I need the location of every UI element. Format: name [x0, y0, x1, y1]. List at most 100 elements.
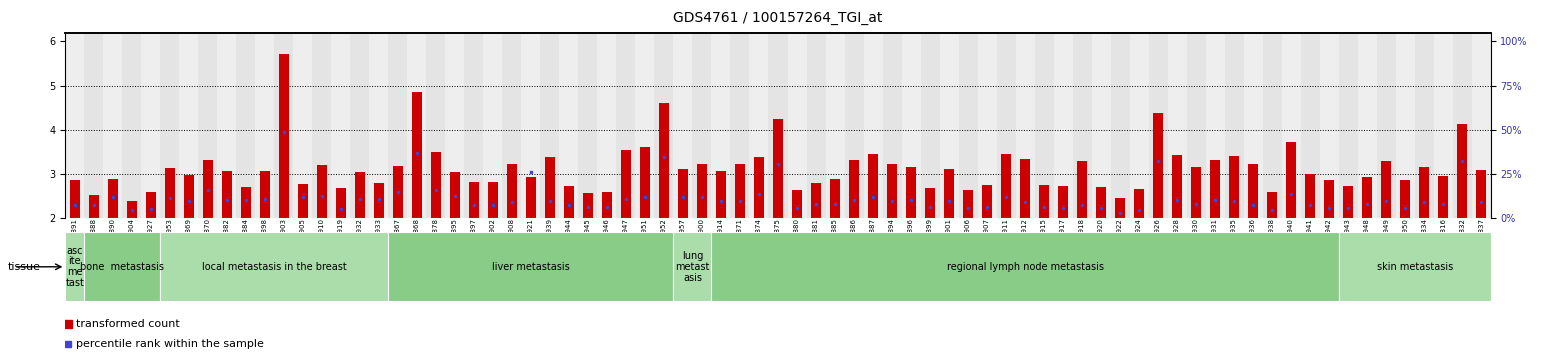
Bar — [160, 232, 389, 301]
Bar — [1243, 33, 1262, 218]
Bar — [982, 185, 991, 218]
Bar — [350, 33, 369, 218]
Bar — [146, 192, 156, 218]
Text: GSM1124938: GSM1124938 — [1270, 218, 1274, 265]
Text: GSM1124904: GSM1124904 — [129, 218, 135, 265]
Text: GSM1124837: GSM1124837 — [1478, 218, 1484, 265]
Text: GSM1124910: GSM1124910 — [319, 218, 325, 265]
Text: GSM1124878: GSM1124878 — [433, 218, 439, 265]
Bar — [621, 150, 630, 218]
Bar — [389, 33, 408, 218]
Bar — [355, 172, 364, 218]
Bar — [450, 172, 459, 218]
Bar — [507, 164, 517, 218]
Text: GSM1124951: GSM1124951 — [643, 218, 647, 265]
Text: GSM1124924: GSM1124924 — [1136, 218, 1142, 265]
Bar — [1396, 33, 1414, 218]
Bar — [811, 183, 820, 218]
Bar — [369, 33, 389, 218]
Bar — [408, 33, 426, 218]
Bar — [1021, 159, 1030, 218]
Bar — [1225, 33, 1243, 218]
Bar — [294, 33, 313, 218]
Text: GSM1124941: GSM1124941 — [1307, 218, 1313, 265]
Text: GSM1124870: GSM1124870 — [205, 218, 212, 265]
Text: GSM1124942: GSM1124942 — [1326, 218, 1332, 265]
Text: tissue: tissue — [8, 262, 40, 272]
Text: GSM1124918: GSM1124918 — [1078, 218, 1085, 265]
Text: GSM1124894: GSM1124894 — [888, 218, 895, 265]
Text: GSM1124881: GSM1124881 — [812, 218, 818, 265]
Bar — [921, 33, 940, 218]
Text: liver metastasis: liver metastasis — [492, 262, 569, 272]
Bar — [1072, 33, 1092, 218]
Bar — [331, 33, 350, 218]
Text: GSM1124908: GSM1124908 — [509, 218, 515, 265]
Bar — [1167, 33, 1187, 218]
Bar — [299, 184, 308, 218]
Text: GSM1124884: GSM1124884 — [243, 218, 249, 265]
Bar — [540, 33, 560, 218]
Text: regional lymph node metastasis: regional lymph node metastasis — [946, 262, 1103, 272]
Text: GSM1124950: GSM1124950 — [1402, 218, 1408, 265]
Text: GSM1124928: GSM1124928 — [1175, 218, 1179, 265]
Bar — [787, 33, 806, 218]
Bar — [1002, 154, 1011, 218]
Bar — [373, 183, 384, 218]
Bar — [394, 166, 403, 218]
Text: GSM1124874: GSM1124874 — [756, 218, 762, 265]
Text: percentile rank within the sample: percentile rank within the sample — [76, 339, 263, 348]
Text: GSM1124887: GSM1124887 — [870, 218, 876, 265]
Text: transformed count: transformed count — [76, 319, 179, 329]
Bar — [850, 160, 859, 218]
Bar — [674, 33, 692, 218]
Text: GSM1124896: GSM1124896 — [909, 218, 913, 265]
Bar — [1053, 33, 1072, 218]
Bar — [826, 33, 845, 218]
Text: GSM1124919: GSM1124919 — [338, 218, 344, 265]
Bar — [1039, 185, 1049, 218]
Text: GSM1124920: GSM1124920 — [1099, 218, 1105, 265]
Bar — [1400, 180, 1410, 218]
Text: GSM1124903: GSM1124903 — [282, 218, 286, 265]
Bar — [1211, 160, 1220, 218]
Bar — [697, 164, 706, 218]
Bar — [255, 33, 274, 218]
Bar — [1187, 33, 1206, 218]
Bar — [674, 232, 711, 301]
Bar — [489, 182, 498, 218]
Text: GSM1124890: GSM1124890 — [110, 218, 115, 265]
Bar — [1453, 33, 1472, 218]
Bar — [1134, 189, 1144, 218]
Bar — [521, 33, 540, 218]
Bar — [1092, 33, 1111, 218]
Bar — [730, 33, 750, 218]
Bar — [1172, 155, 1183, 218]
Bar — [313, 33, 331, 218]
Bar — [431, 152, 440, 218]
Bar — [223, 171, 232, 218]
Bar — [1116, 198, 1125, 218]
Text: GSM1124905: GSM1124905 — [300, 218, 307, 265]
Bar — [65, 33, 84, 218]
Bar — [901, 33, 921, 218]
Bar — [906, 167, 916, 218]
Bar — [1305, 174, 1315, 218]
Bar — [1472, 33, 1491, 218]
Bar — [218, 33, 237, 218]
Bar — [1058, 186, 1067, 218]
Text: GSM1124926: GSM1124926 — [1155, 218, 1161, 265]
Text: GSM1124947: GSM1124947 — [622, 218, 629, 265]
Bar — [716, 171, 725, 218]
Bar — [887, 164, 896, 218]
Text: GSM1124935: GSM1124935 — [1231, 218, 1237, 265]
Text: GSM1124906: GSM1124906 — [965, 218, 971, 265]
Bar — [426, 33, 445, 218]
Bar — [868, 154, 878, 218]
Bar — [89, 195, 98, 218]
Bar — [184, 175, 193, 218]
Text: GSM1124948: GSM1124948 — [1365, 218, 1371, 265]
Bar — [107, 179, 118, 218]
Text: GSM1124895: GSM1124895 — [451, 218, 457, 265]
Text: GSM1124939: GSM1124939 — [548, 218, 552, 265]
